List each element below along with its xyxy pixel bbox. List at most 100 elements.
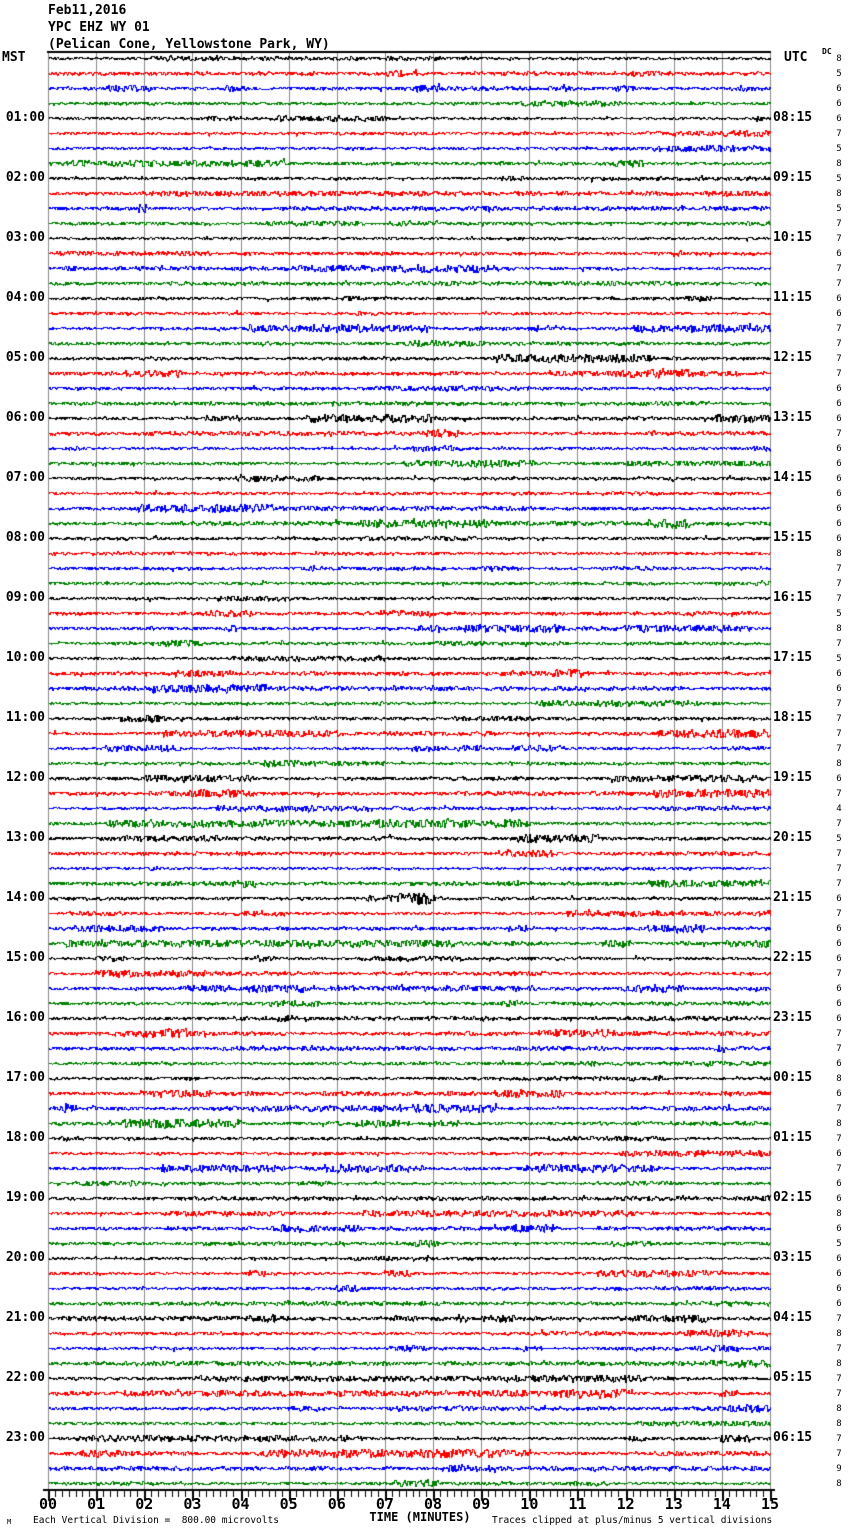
dc-value: 8	[836, 624, 842, 634]
utc-hour-label: 14:15	[773, 470, 813, 485]
dc-value: 7	[836, 879, 842, 889]
dc-value: 8	[836, 549, 842, 559]
dc-value: 6	[836, 1269, 842, 1279]
utc-hour-label: 18:15	[773, 710, 813, 725]
dc-value: 7	[836, 909, 842, 919]
dc-value: 6	[836, 984, 842, 994]
x-axis-tick-label: 13	[664, 1495, 683, 1513]
dc-value: 7	[836, 714, 842, 724]
left-axis-title: MST	[2, 50, 26, 65]
dc-value: 7	[836, 744, 842, 754]
dc-value: 8	[836, 159, 842, 169]
dc-value: 6	[836, 954, 842, 964]
mst-hour-label: 17:00	[5, 1070, 45, 1085]
dc-value: 7	[836, 339, 842, 349]
dc-value: 6	[836, 1149, 842, 1159]
dc-value: 6	[836, 894, 842, 904]
date-label: Feb11,2016	[48, 3, 127, 18]
footer-watermark: M	[7, 1518, 12, 1526]
mst-hour-label: 15:00	[5, 950, 45, 965]
utc-hour-label: 11:15	[773, 290, 813, 305]
x-axis-tick-label: 10	[520, 1495, 539, 1513]
x-axis-tick-label: 11	[568, 1495, 587, 1513]
dc-value: 8	[836, 759, 842, 769]
dc-value: 5	[836, 654, 842, 664]
x-axis-tick-label: 09	[472, 1495, 491, 1513]
dc-value: 7	[836, 1434, 842, 1444]
dc-column-label: DC	[822, 47, 832, 56]
dc-value: 6	[836, 309, 842, 319]
mst-hour-label: 02:00	[5, 170, 45, 185]
dc-value: 5	[836, 204, 842, 214]
dc-value: 6	[836, 924, 842, 934]
dc-value: 7	[836, 1389, 842, 1399]
utc-hour-label: 02:15	[773, 1190, 813, 1205]
dc-value: 7	[836, 564, 842, 574]
dc-value: 6	[836, 444, 842, 454]
dc-value: 6	[836, 459, 842, 469]
utc-hour-label: 22:15	[773, 950, 813, 965]
mst-hour-label: 19:00	[5, 1190, 45, 1205]
dc-value: 7	[836, 1029, 842, 1039]
dc-value: 8	[836, 1119, 842, 1129]
utc-hour-label: 09:15	[773, 170, 813, 185]
dc-value: 7	[836, 369, 842, 379]
utc-hour-label: 06:15	[773, 1430, 813, 1445]
mst-hour-label: 10:00	[5, 650, 45, 665]
dc-value: 6	[836, 489, 842, 499]
dc-value: 7	[836, 639, 842, 649]
dc-value: 6	[836, 414, 842, 424]
dc-value: 6	[836, 1254, 842, 1264]
dc-value: 7	[836, 699, 842, 709]
dc-value: 9	[836, 1464, 842, 1474]
dc-value: 7	[836, 1374, 842, 1384]
utc-hour-label: 13:15	[773, 410, 813, 425]
dc-value: 7	[836, 1134, 842, 1144]
dc-value: 6	[836, 669, 842, 679]
utc-hour-label: 20:15	[773, 830, 813, 845]
dc-value: 8	[836, 189, 842, 199]
dc-value: 6	[836, 1179, 842, 1189]
x-axis-tick-label: 06	[327, 1495, 346, 1513]
mst-hour-label: 01:00	[5, 110, 45, 125]
dc-value: 6	[836, 99, 842, 109]
dc-value: 5	[836, 144, 842, 154]
dc-value: 6	[836, 474, 842, 484]
dc-value: 8	[836, 1479, 842, 1489]
x-axis-tick-label: 02	[135, 1495, 154, 1513]
mst-hour-label: 12:00	[5, 770, 45, 785]
dc-value: 7	[836, 1164, 842, 1174]
dc-value: 6	[836, 1089, 842, 1099]
right-axis-title: UTC	[784, 50, 808, 65]
dc-value: 6	[836, 519, 842, 529]
x-axis-tick-label: 05	[279, 1495, 298, 1513]
utc-hour-label: 12:15	[773, 350, 813, 365]
dc-value: 6	[836, 384, 842, 394]
dc-value: 7	[836, 429, 842, 439]
dc-value: 8	[836, 1074, 842, 1084]
dc-value: 6	[836, 684, 842, 694]
dc-value: 7	[836, 729, 842, 739]
dc-value: 6	[836, 1224, 842, 1234]
mst-hour-label: 18:00	[5, 1130, 45, 1145]
dc-value: 7	[836, 819, 842, 829]
dc-value: 6	[836, 294, 842, 304]
dc-value: 8	[836, 1404, 842, 1414]
utc-hour-label: 04:15	[773, 1310, 813, 1325]
dc-value: 7	[836, 234, 842, 244]
dc-value: 7	[836, 1104, 842, 1114]
dc-value: 7	[836, 594, 842, 604]
dc-value: 6	[836, 249, 842, 259]
mst-hour-label: 14:00	[5, 890, 45, 905]
dc-value: 6	[836, 999, 842, 1009]
dc-value: 7	[836, 1044, 842, 1054]
footer-clip-note: Traces clipped at plus/minus 5 vertical …	[492, 1515, 773, 1526]
dc-value: 6	[836, 1059, 842, 1069]
x-axis-tick-label: 12	[616, 1495, 635, 1513]
mst-hour-label: 04:00	[5, 290, 45, 305]
dc-value: 7	[836, 789, 842, 799]
x-axis-tick-label: 08	[424, 1495, 443, 1513]
x-axis-tick-label: 01	[87, 1495, 106, 1513]
x-axis-tick-label: 00	[38, 1495, 58, 1513]
